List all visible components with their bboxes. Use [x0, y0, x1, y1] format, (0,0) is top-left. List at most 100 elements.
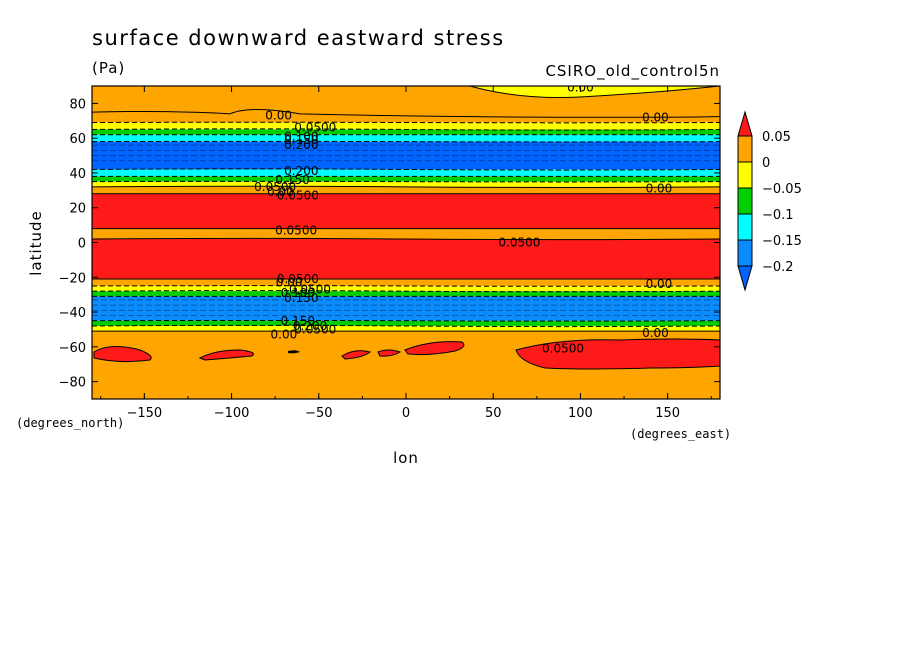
- y-tick-label: 20: [69, 202, 86, 217]
- contour-patch: [404, 341, 465, 356]
- contour-label: 0.00: [267, 185, 294, 199]
- contour-band: [92, 279, 720, 286]
- contour-patch: [377, 349, 402, 357]
- y-axis-label: latitude: [27, 210, 45, 276]
- contour-line: [92, 121, 720, 124]
- contour-band: [92, 285, 720, 292]
- contour-label: 0.150: [275, 173, 309, 187]
- y-units-label: (degrees_north): [16, 416, 124, 430]
- model-label: CSIRO_old_control5n: [545, 62, 720, 81]
- contour-band: [92, 186, 720, 194]
- contour-blob-layer: [93, 86, 720, 370]
- x-tick-label: −100: [214, 406, 250, 421]
- colorbar-segment: [737, 187, 753, 215]
- y-tick-label: 40: [69, 167, 86, 182]
- colorbar-segment: [737, 135, 753, 163]
- contour-band: [92, 239, 720, 280]
- y-tick-label: −60: [59, 341, 86, 356]
- contour-label: 0.150: [284, 133, 318, 147]
- contour-line: [92, 290, 720, 293]
- contour-label: 0.200: [293, 319, 327, 333]
- colorbar-label: −0.15: [762, 234, 802, 249]
- contour-band: [92, 228, 720, 240]
- contour-label: 0.00: [271, 328, 298, 342]
- contour-patch: [469, 86, 720, 99]
- contour-line: [92, 237, 720, 241]
- y-tick-label: −40: [59, 306, 86, 321]
- colorbar-label: −0.1: [762, 208, 794, 223]
- colorbar-arrow-top: [737, 110, 753, 137]
- contour-label: 0.0500: [498, 236, 540, 250]
- x-tick-label: −150: [126, 406, 162, 421]
- contour-label: 0.0500: [542, 342, 584, 356]
- x-tick-label: 100: [568, 406, 593, 421]
- colorbar: 0.05 0 −0.05 −0.1 −0.15 −0.2: [737, 110, 802, 292]
- contour-line-layer: [92, 109, 720, 332]
- contour-label: 0.0500: [277, 272, 319, 286]
- colorbar-segment: [737, 213, 753, 241]
- contour-band: [92, 129, 720, 135]
- y-tick-label: 80: [69, 97, 86, 112]
- contour-line: [92, 180, 720, 183]
- chart-title: surface downward eastward stress: [92, 26, 505, 50]
- contour-line: [92, 285, 720, 287]
- colorbar-label: −0.2: [762, 260, 794, 275]
- y-tick-label: −80: [59, 376, 86, 391]
- y-tick-label: 60: [69, 132, 86, 147]
- contour-band: [92, 181, 720, 187]
- contour-label: 0.200: [284, 164, 318, 178]
- contour-band: [92, 325, 720, 332]
- y-tick-label: 0: [78, 237, 86, 252]
- contour-label: 0.100: [281, 286, 315, 300]
- contour-label: 0.0500: [294, 322, 336, 336]
- contour-line: [92, 319, 720, 322]
- contour-label: 0.00: [642, 326, 669, 340]
- x-units-label: (degrees_east): [630, 427, 731, 441]
- contour-band: [92, 193, 720, 229]
- colorbar-label: 0.05: [762, 130, 791, 145]
- contour-label: 0.100: [284, 129, 318, 143]
- colorbar-arrow-bottom: [737, 265, 753, 292]
- units-label: (Pa): [92, 59, 125, 77]
- contour-band: [92, 169, 720, 177]
- contour-line: [92, 185, 720, 188]
- x-tick-label: −50: [305, 406, 332, 421]
- contour-label: 0.00: [642, 110, 669, 124]
- axis-ticks: −150 −100 −50 0 50 100 150 −80 −60 −40 −20 0 20 40 60 8…: [59, 86, 720, 421]
- contour-label: 0.00: [265, 109, 292, 123]
- contour-label: 0.0500: [289, 282, 331, 296]
- contour-band: [92, 320, 720, 326]
- contour-band: [92, 176, 720, 182]
- contour-label: 0.00: [276, 275, 303, 289]
- contour-label: 0.0500: [275, 223, 317, 237]
- contour-line: [92, 140, 720, 143]
- x-tick-label: 150: [655, 406, 680, 421]
- contour-patch: [93, 346, 152, 363]
- colorbar-segment: [737, 239, 753, 267]
- contour-band: [92, 141, 720, 170]
- contour-label: 0.00: [646, 277, 673, 291]
- x-tick-label: 0: [402, 406, 410, 421]
- contour-band: [92, 291, 720, 297]
- contour-label: 0.0500: [294, 121, 336, 135]
- contour-patch: [515, 338, 720, 370]
- contour-label: 0.200: [284, 138, 318, 152]
- colorbar-label: −0.05: [762, 182, 802, 197]
- contour-label: 0.00: [646, 182, 673, 196]
- colorbar-segment: [737, 161, 753, 189]
- contour-patch: [288, 350, 300, 354]
- contour-label: 0.0500: [277, 189, 319, 203]
- contour-line: [92, 168, 720, 171]
- contour-band: [92, 296, 720, 321]
- contour-label-layer: 0.000.05000.1000.1500.2000.000.000.2000.…: [254, 86, 673, 356]
- contour-line: [92, 128, 720, 131]
- contour-line: [92, 109, 720, 118]
- contour-label: 0.0500: [254, 180, 296, 194]
- x-tick-label: 50: [485, 406, 502, 421]
- y-tick-label: −20: [59, 271, 86, 286]
- contour-patch: [341, 350, 372, 360]
- contour-line: [92, 227, 720, 230]
- plot-area: 0.000.05000.1000.1500.2000.000.000.2000.…: [59, 85, 721, 421]
- contour-patch: [198, 349, 254, 361]
